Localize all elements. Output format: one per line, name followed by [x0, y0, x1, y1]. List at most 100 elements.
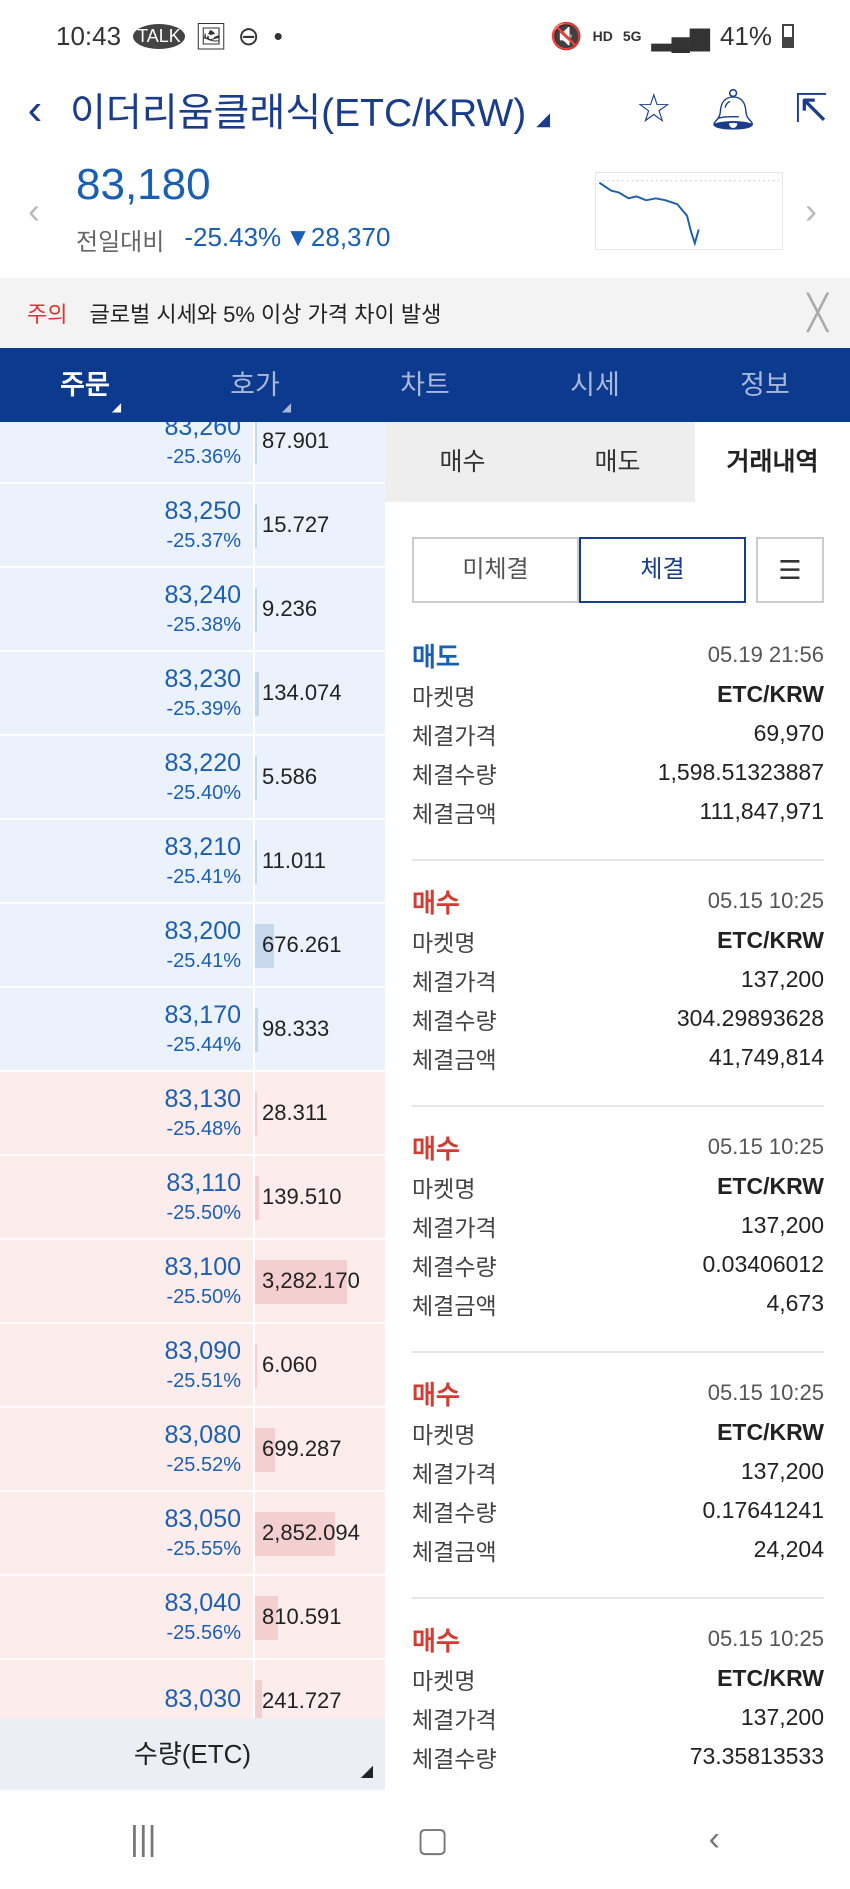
- volume-bar: [255, 1344, 257, 1388]
- orderbook-row[interactable]: 83,090 -25.51% 6.060: [0, 1324, 385, 1408]
- volume-bar: [255, 1092, 257, 1136]
- volume-bar: [255, 504, 257, 548]
- field-value-market: ETC/KRW: [717, 1419, 824, 1445]
- current-price: 83,180: [76, 160, 211, 209]
- battery-level: 41%: [719, 20, 772, 51]
- subtab-history[interactable]: 거래내역: [695, 422, 850, 502]
- talk-icon: TALK: [133, 23, 185, 49]
- close-icon[interactable]: ╳: [807, 294, 828, 332]
- order-change-pct: -25.38%: [166, 614, 242, 636]
- trade-time: 05.15 10:25: [707, 1134, 824, 1159]
- app-header: ‹ 이더리움클래식(ETC/KRW) ◢ ☆ 🔔︎ ⇱: [0, 72, 850, 147]
- volume-bar: [255, 588, 257, 632]
- trade-entry[interactable]: 매수 05.15 10:25 마켓명 ETC/KRW 체결가격 137,200 체결수량 30…: [412, 861, 824, 1107]
- trade-entry[interactable]: 매수 05.15 10:25 마켓명 ETC/KRW 체결가격 137,200 체결수량 73…: [412, 1599, 824, 1790]
- tab-orderbook[interactable]: 호가 ◢: [170, 348, 340, 422]
- order-price: 83,220: [164, 749, 241, 777]
- triangle-icon: ◢: [360, 1763, 373, 1780]
- field-value-qty: 1,598.51323887: [657, 759, 824, 785]
- system-nav-bar: ||| ▢ ‹: [0, 1790, 850, 1889]
- change-percent: -25.43%: [184, 222, 282, 252]
- subtab-buy[interactable]: 매수: [439, 448, 486, 476]
- orderbook-row[interactable]: 83,260 -25.36% 87.901: [0, 422, 385, 484]
- field-label: 마켓명: [412, 929, 476, 956]
- back-nav-icon[interactable]: ‹: [708, 1820, 720, 1858]
- home-icon[interactable]: ▢: [416, 1820, 449, 1859]
- field-value-price: 137,200: [740, 1704, 824, 1730]
- tab-order[interactable]: 주문 ◢: [0, 348, 170, 422]
- trade-side: 매수: [412, 1133, 460, 1164]
- volume-bar: [255, 1176, 259, 1220]
- orderbook-row[interactable]: 83,110 -25.50% 139.510: [0, 1156, 385, 1240]
- next-coin-icon[interactable]: ›: [805, 190, 817, 231]
- order-price: 83,040: [164, 1589, 241, 1617]
- orderbook-row[interactable]: 83,200 -25.41% 676.261: [0, 904, 385, 988]
- back-icon[interactable]: ‹: [27, 84, 43, 134]
- trade-entry[interactable]: 매수 05.15 10:25 마켓명 ETC/KRW 체결가격 137,200 체결수량 0.…: [412, 1353, 824, 1599]
- orderbook[interactable]: 83,260 -25.36% 87.901 83,250 -25.37% 15.727 83…: [0, 422, 385, 1718]
- settings-sliders-icon[interactable]: ☰: [756, 537, 824, 603]
- tab-market[interactable]: 시세: [570, 370, 620, 400]
- field-label: 체결금액: [412, 800, 497, 827]
- change-label: 전일대비: [76, 229, 165, 256]
- order-change-pct: -25.52%: [166, 1454, 242, 1476]
- price-summary: ‹ 83,180 전일대비 -25.43% ▼28,370 ›: [0, 150, 850, 275]
- filter-filled[interactable]: 체결: [579, 537, 746, 603]
- order-change-pct: -25.39%: [166, 698, 242, 720]
- orderbook-row[interactable]: 83,100 -25.50% 3,282.170: [0, 1240, 385, 1324]
- orderbook-row[interactable]: 83,250 -25.37% 15.727: [0, 484, 385, 568]
- volume-bar: [255, 924, 274, 968]
- field-value-market: ETC/KRW: [717, 681, 824, 707]
- coin-title[interactable]: 이더리움클래식(ETC/KRW): [70, 91, 527, 135]
- order-quantity: 98.333: [262, 1016, 330, 1041]
- subtab-sell[interactable]: 매도: [594, 448, 641, 476]
- field-label: 체결가격: [412, 1214, 497, 1241]
- order-quantity: 139.510: [262, 1184, 342, 1209]
- trade-entry[interactable]: 매도 05.19 21:56 마켓명 ETC/KRW 체결가격 69,970 체결수량 1,5…: [412, 615, 824, 861]
- filter-unfilled[interactable]: 미체결: [412, 537, 579, 603]
- order-change-pct: -25.55%: [166, 1538, 242, 1560]
- recent-apps-icon[interactable]: |||: [130, 1820, 157, 1858]
- order-quantity: 2,852.094: [262, 1520, 360, 1545]
- orderbook-row[interactable]: 83,080 -25.52% 699.287: [0, 1408, 385, 1492]
- order-price: 83,200: [164, 917, 241, 945]
- volume-bar: [255, 840, 257, 884]
- volume-bar: [255, 1512, 335, 1556]
- orderbook-row[interactable]: 83,130 -25.48% 28.311: [0, 1072, 385, 1156]
- orderbook-row[interactable]: 83,170 -25.44% 98.333: [0, 988, 385, 1072]
- tab-info[interactable]: 정보: [740, 370, 790, 400]
- star-icon[interactable]: ☆: [635, 87, 672, 131]
- order-price: 83,050: [164, 1505, 241, 1533]
- trade-side: 매수: [412, 1379, 460, 1410]
- bell-icon[interactable]: 🔔︎: [707, 88, 759, 132]
- orderbook-row[interactable]: 83,220 -25.40% 5.586: [0, 736, 385, 820]
- orderbook-row[interactable]: 83,040 -25.56% 810.591: [0, 1576, 385, 1660]
- main-tabs: 주문 ◢ 호가 ◢ 차트 시세 정보: [0, 348, 850, 422]
- share-icon[interactable]: ⇱: [794, 87, 828, 131]
- orderbook-row[interactable]: 83,240 -25.38% 9.236: [0, 568, 385, 652]
- field-label: 마켓명: [412, 683, 476, 710]
- 5g-icon: 5G: [622, 28, 642, 44]
- prev-coin-icon[interactable]: ‹: [28, 190, 40, 231]
- trade-side: 매수: [412, 887, 460, 918]
- order-price: 83,240: [164, 581, 241, 609]
- order-price: 83,170: [164, 1001, 241, 1029]
- notice-tag: 주의: [27, 302, 68, 327]
- quantity-unit-selector[interactable]: 수량(ETC) ◢: [0, 1718, 385, 1790]
- orderbook-row[interactable]: 83,030 241.727: [0, 1660, 385, 1718]
- field-label: 마켓명: [412, 1667, 476, 1694]
- field-label: 체결가격: [412, 1706, 497, 1733]
- orderbook-row[interactable]: 83,210 -25.41% 11.011: [0, 820, 385, 904]
- field-value-qty: 304.29893628: [676, 1005, 824, 1031]
- coin-dropdown-icon[interactable]: ◢: [536, 109, 551, 129]
- trade-side: 매도: [412, 641, 460, 672]
- orderbook-row[interactable]: 83,050 -25.55% 2,852.094: [0, 1492, 385, 1576]
- tab-chart[interactable]: 차트: [400, 370, 450, 400]
- mini-chart[interactable]: [595, 172, 783, 250]
- trade-entry[interactable]: 매수 05.15 10:25 마켓명 ETC/KRW 체결가격 137,200 체결수량 0.…: [412, 1107, 824, 1353]
- field-value-price: 69,970: [753, 720, 824, 746]
- mute-icon: 🔇: [550, 20, 583, 51]
- status-bar: 10:43 TALK 🖼 ⊖ • 🔇 HD 5G ▂▄▆ 41%: [0, 0, 850, 72]
- orderbook-row[interactable]: 83,230 -25.39% 134.074: [0, 652, 385, 736]
- order-quantity: 28.311: [262, 1100, 328, 1125]
